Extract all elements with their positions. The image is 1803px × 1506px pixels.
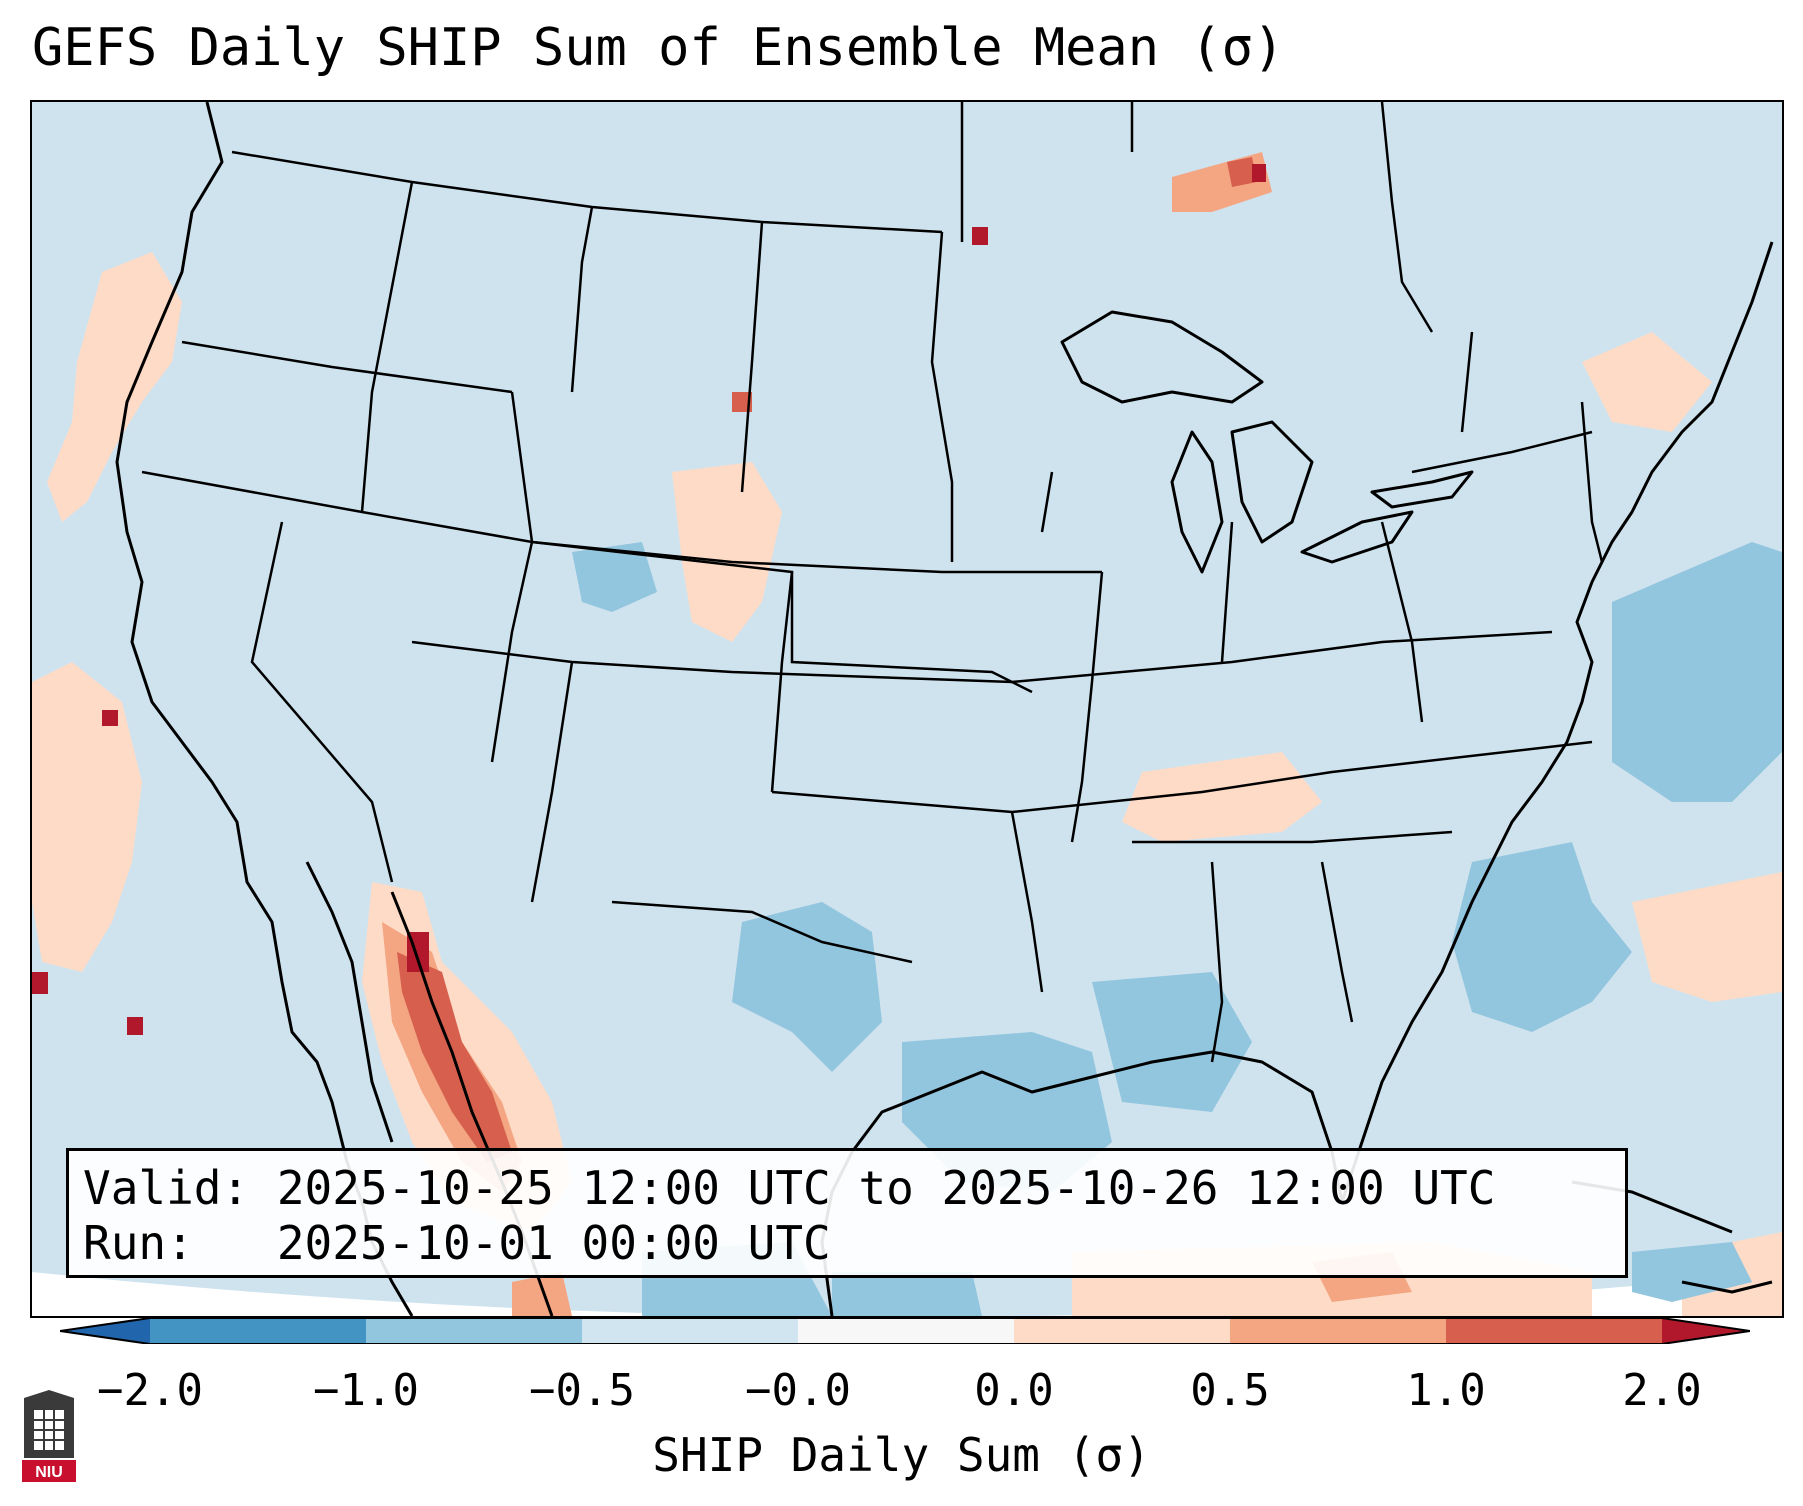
chart-title: GEFS Daily SHIP Sum of Ensemble Mean (σ) [32, 18, 1285, 78]
colorbar-tick-label: 2.0 [1622, 1365, 1702, 1416]
colorbar-bin-3 [582, 1318, 798, 1344]
colorbar-tick-label: 0.5 [1190, 1365, 1270, 1416]
run-time-text: Run: 2025-10-01 00:00 UTC [83, 1216, 831, 1270]
colorbar-tick-label: 0.0 [974, 1365, 1054, 1416]
colorbar-bin-5 [1014, 1318, 1230, 1344]
colorbar-extend-high [1662, 1318, 1750, 1344]
niu-logo-text: NIU [35, 1464, 63, 1481]
colorbar-label: SHIP Daily Sum (σ) [652, 1428, 1151, 1482]
state-borders [141, 102, 1604, 1063]
colorbar-bin-2 [366, 1318, 582, 1344]
map-background [32, 102, 1782, 1316]
colorbar [60, 1318, 1750, 1344]
map-canvas [32, 102, 1782, 1316]
colorbar-tick-label: 1.0 [1406, 1365, 1486, 1416]
colorbar-bin-1 [150, 1318, 366, 1344]
colorbar-tick-label: −2.0 [97, 1365, 203, 1416]
colorbar-bin-6 [1230, 1318, 1446, 1344]
positive-anomaly-patches [32, 252, 1782, 1316]
colorbar-extend-low [60, 1318, 150, 1344]
map-panel[interactable] [30, 100, 1784, 1318]
colorbar-bin-7 [1446, 1318, 1662, 1344]
niu-logo: NIU [22, 1390, 76, 1482]
projection-edge [32, 1272, 1782, 1316]
colorbar-bin-4 [798, 1318, 1014, 1344]
colorbar-tick-label: −0.5 [529, 1365, 635, 1416]
colorbar-tick-label: −0.0 [745, 1365, 851, 1416]
colorbar-tick-label: −1.0 [313, 1365, 419, 1416]
valid-run-info-box: Valid: 2025-10-25 12:00 UTC to 2025-10-2… [66, 1148, 1628, 1278]
valid-time-text: Valid: 2025-10-25 12:00 UTC to 2025-10-2… [83, 1161, 1496, 1215]
